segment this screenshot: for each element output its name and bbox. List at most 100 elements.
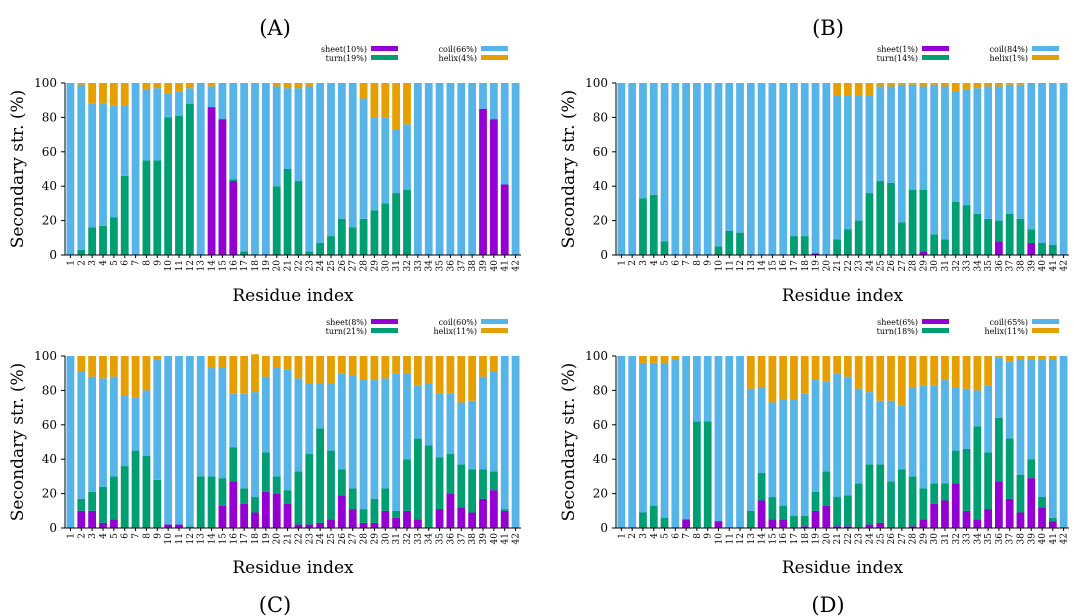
bar-sheet-15 <box>218 505 227 528</box>
bar-coil-38 <box>468 83 477 255</box>
bar-turn-31 <box>941 239 949 255</box>
x-tick-label: 30 <box>930 533 940 545</box>
bar-sheet-36 <box>995 241 1003 255</box>
bar-turn-27 <box>348 227 357 255</box>
x-tick-label: 35 <box>436 260 446 272</box>
x-tick-label: 41 <box>501 533 511 544</box>
bar-sheet-35 <box>435 509 444 528</box>
bar-sheet-11 <box>175 524 183 528</box>
bar-coil-36 <box>446 83 455 255</box>
x-tick-label: 12 <box>736 260 746 271</box>
x-tick-label: 40 <box>490 260 500 272</box>
bar-sheet-30 <box>381 510 390 528</box>
bar-coil-20 <box>822 83 831 255</box>
y-tick-label: 20 <box>42 487 57 501</box>
bar-coil-17 <box>240 83 249 252</box>
y-tick-label: 0 <box>600 248 608 262</box>
x-tick-label: 4 <box>650 533 660 539</box>
legend-swatch-coil <box>481 319 508 324</box>
x-tick-label: 24 <box>865 260 875 272</box>
bar-turn-34 <box>973 213 982 255</box>
bar-helix-12 <box>185 83 194 89</box>
bar-coil-9 <box>703 83 712 255</box>
bar-sheet-41 <box>1048 521 1057 528</box>
legend-swatch-sheet <box>371 319 398 324</box>
bar-helix-8 <box>142 356 151 391</box>
bar-sheet-34 <box>973 519 982 528</box>
bar-coil-12 <box>185 88 194 104</box>
bar-helix-25 <box>327 356 335 384</box>
bar-coil-31 <box>941 86 949 240</box>
x-tick-label: 37 <box>457 533 467 545</box>
bar-helix-33 <box>962 83 971 90</box>
bar-turn-39 <box>479 469 487 499</box>
bar-turn-28 <box>359 218 368 255</box>
bar-helix-23 <box>854 356 863 389</box>
bar-helix-39 <box>479 356 487 377</box>
y-tick-label: 0 <box>49 248 57 262</box>
bar-sheet-29 <box>919 519 928 528</box>
bar-sheet-33 <box>962 510 971 528</box>
bar-helix-2 <box>77 83 86 85</box>
bar-coil-12 <box>736 83 744 233</box>
bar-turn-27 <box>897 469 906 528</box>
bar-turn-25 <box>876 181 885 255</box>
x-tick-label: 16 <box>229 533 239 545</box>
bar-coil-42 <box>1059 83 1068 255</box>
bar-coil-31 <box>392 129 401 194</box>
bar-helix-4 <box>99 356 107 379</box>
bar-coil-18 <box>800 83 809 237</box>
bar-helix-32 <box>403 356 411 374</box>
bar-coil-29 <box>919 385 928 489</box>
legend-label-helix: helix(4%) <box>439 54 477 63</box>
x-tick-label: 38 <box>1016 533 1026 545</box>
x-tick-label: 28 <box>360 260 370 272</box>
bar-turn-40 <box>489 471 498 491</box>
bar-coil-20 <box>272 368 281 477</box>
bar-coil-17 <box>240 393 249 489</box>
bar-helix-28 <box>359 83 368 99</box>
bar-helix-17 <box>790 356 798 399</box>
x-tick-label: 21 <box>833 260 843 271</box>
x-tick-label: 41 <box>1049 260 1059 271</box>
legend-swatch-coil <box>1032 319 1059 324</box>
bar-turn-30 <box>930 234 939 255</box>
bar-helix-24 <box>865 356 874 393</box>
bar-turn-29 <box>370 210 379 255</box>
bar-helix-4 <box>649 356 658 363</box>
x-tick-label: 6 <box>671 260 681 266</box>
bar-coil-26 <box>337 83 346 219</box>
x-tick-label: 40 <box>490 533 500 545</box>
y-tick-label: 20 <box>593 487 608 501</box>
x-tick-label: 32 <box>403 260 413 271</box>
bar-helix-40 <box>1038 356 1046 360</box>
x-tick-label: 8 <box>693 533 703 539</box>
x-tick-label: 24 <box>865 533 875 545</box>
x-tick-label: 9 <box>704 533 714 539</box>
bar-helix-6 <box>120 83 129 106</box>
x-tick-label: 41 <box>1049 533 1059 544</box>
bar-coil-5 <box>660 362 669 518</box>
x-tick-label: 27 <box>349 533 359 545</box>
x-tick-label: 11 <box>725 260 735 271</box>
bar-helix-14 <box>207 83 216 87</box>
y-tick-label: 0 <box>49 521 57 535</box>
bar-coil-39 <box>479 83 487 109</box>
bar-helix-32 <box>403 83 411 125</box>
bar-turn-21 <box>833 239 841 255</box>
x-tick-label: 27 <box>898 533 908 545</box>
legend-swatch-sheet <box>371 46 398 51</box>
bar-turn-29 <box>370 498 379 523</box>
x-tick-label: 31 <box>941 260 951 271</box>
bar-turn-35 <box>435 457 444 510</box>
bar-helix-34 <box>973 356 982 391</box>
x-tick-label: 10 <box>714 533 724 545</box>
bar-turn-27 <box>897 222 906 255</box>
bar-turn-34 <box>973 426 982 520</box>
bar-turn-23 <box>305 454 314 525</box>
x-tick-label: 24 <box>316 260 326 272</box>
bar-turn-26 <box>337 218 346 255</box>
bar-turn-12 <box>736 232 744 255</box>
bar-helix-9 <box>153 356 162 360</box>
x-tick-label: 25 <box>876 260 886 272</box>
